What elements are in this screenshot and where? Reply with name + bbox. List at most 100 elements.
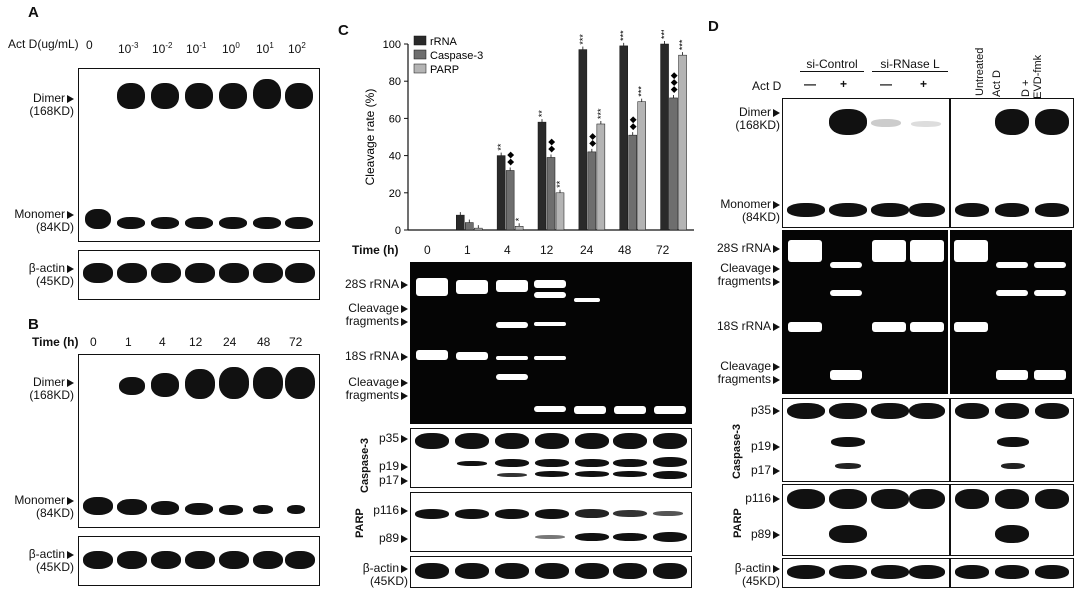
dose-3: 10-1: [186, 41, 207, 56]
gel-band: [1034, 290, 1066, 296]
gel-band: [830, 370, 862, 380]
panel-a-monomer-label: Monomer (84KD): [14, 207, 74, 234]
gel-band: [1034, 370, 1066, 380]
gel-band: [910, 240, 944, 262]
panel-b-time-label: Time (h): [32, 335, 79, 349]
band: [285, 217, 313, 229]
band: [495, 459, 529, 467]
band: [575, 533, 609, 541]
panel-c-actin-blot: [410, 556, 692, 588]
d-p35-label: p35: [728, 404, 780, 417]
band: [185, 551, 215, 569]
panel-d-rrna-gel-left: [782, 230, 948, 394]
gel-band: [788, 322, 822, 332]
band: [185, 83, 213, 109]
c-time-72: 72: [656, 243, 670, 257]
bar-caspase-3: [546, 157, 556, 231]
gel-band: [416, 278, 448, 296]
band: [911, 121, 941, 127]
band: [535, 433, 569, 449]
panel-d-blot-right: [950, 98, 1074, 228]
band: [253, 551, 283, 569]
dose-6: 102: [288, 41, 306, 56]
gel-band: [996, 290, 1028, 296]
y-tick-label: 0: [395, 225, 401, 237]
band: [829, 109, 867, 135]
significance-mark: ***: [596, 108, 606, 119]
bar-rrna: [578, 49, 588, 231]
band: [653, 532, 687, 542]
band: [653, 511, 683, 516]
band: [83, 263, 113, 283]
d-monomer-label: Monomer (84KD): [720, 197, 780, 224]
band: [117, 217, 145, 229]
bar-caspase-3: [465, 222, 474, 231]
bar-parp: [596, 123, 606, 231]
band: [455, 509, 489, 519]
band: [653, 471, 687, 479]
gel-band: [954, 322, 988, 332]
gel-band: [496, 374, 528, 380]
gel-band: [496, 356, 528, 360]
y-tick-label: 60: [389, 113, 401, 125]
c-time-0: 0: [424, 243, 431, 257]
d-28s-label: 28S rRNA: [700, 242, 780, 255]
panel-a-actin-label: β-actin (45KD): [28, 261, 74, 288]
significance-mark: ***: [637, 86, 647, 97]
band: [955, 489, 989, 509]
band: [909, 489, 945, 509]
d-actd-header: Act D: [991, 70, 1003, 97]
panel-a-dose-row: 0 10-3 10-2 10-1 100 101 102: [80, 30, 320, 56]
gel-band: [788, 240, 822, 262]
legend-label-parp: PARP: [430, 64, 459, 76]
band: [995, 109, 1029, 135]
band: [653, 433, 687, 449]
band: [253, 263, 283, 283]
y-tick-label: 20: [389, 188, 401, 200]
panel-b-dimer-label: Dimer (168KD): [29, 375, 74, 402]
panel-c-caspase-blot: [410, 428, 692, 488]
band: [787, 565, 825, 579]
gel-band: [416, 350, 448, 360]
time-4: 4: [159, 335, 166, 349]
c-p17-label: p17: [350, 474, 408, 487]
significance-mark: ◆◆: [628, 116, 638, 130]
d-cleavage-label-2: Cleavage fragments: [700, 360, 780, 386]
band: [653, 563, 687, 579]
band: [871, 203, 909, 217]
time-72: 72: [289, 335, 303, 349]
band: [185, 217, 213, 229]
band: [871, 489, 909, 509]
d-p89-label: p89: [728, 528, 780, 541]
significance-mark: ***: [578, 34, 588, 45]
band: [871, 403, 909, 419]
legend-swatch-rrna: [413, 35, 427, 46]
panel-d-parp-blot-right: [950, 484, 1074, 556]
panel-d-caspase-blot-left: [782, 398, 950, 482]
bar-parp: [555, 192, 565, 231]
band: [1001, 463, 1025, 469]
bar-caspase-3: [587, 151, 597, 231]
gel-band: [456, 352, 488, 360]
gel-band: [534, 356, 566, 360]
c-time-24: 24: [580, 243, 594, 257]
band: [613, 433, 647, 449]
panel-b-label: B: [28, 316, 39, 333]
band: [829, 489, 867, 509]
band: [185, 369, 215, 399]
band: [85, 209, 111, 229]
bar-rrna: [456, 214, 465, 231]
band: [495, 563, 529, 579]
band: [253, 367, 283, 399]
panel-c-parp-blot: [410, 492, 692, 552]
c-time-48: 48: [618, 243, 632, 257]
dose-5: 101: [256, 41, 274, 56]
band: [613, 533, 647, 541]
panel-a-label: A: [28, 4, 39, 21]
band: [1035, 403, 1069, 419]
gel-band: [996, 370, 1028, 380]
d-p116-label: p116: [728, 492, 780, 505]
band: [151, 217, 179, 229]
d-sign-4: +: [920, 77, 928, 91]
band: [997, 437, 1029, 447]
